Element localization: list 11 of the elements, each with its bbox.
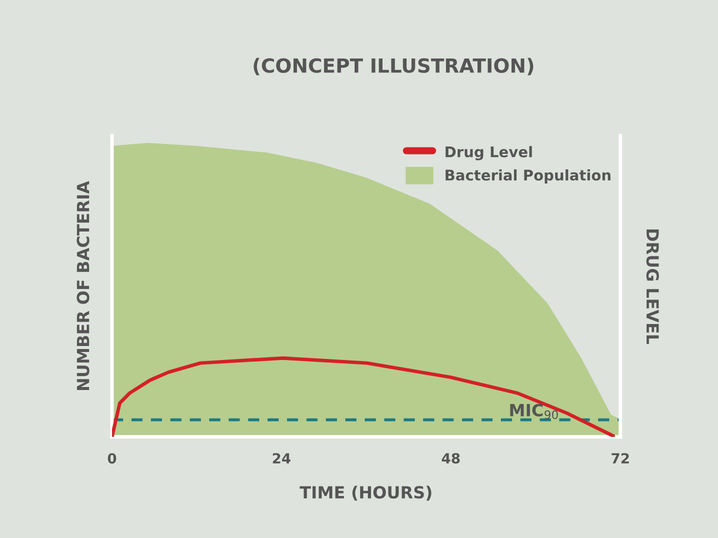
ref-line-label: MIC$_{90}$: [510, 404, 558, 420]
x-tick-label: 48: [442, 453, 460, 464]
legend-label: Drug Level: [446, 146, 532, 160]
legend-label: Bacterial Population: [446, 169, 610, 184]
x-tick-label: 72: [612, 453, 629, 464]
y2-axis-title: DRUG LEVEL: [646, 229, 659, 344]
x-tick-label: 0: [108, 453, 116, 464]
x-tick-label: 24: [272, 453, 290, 464]
x-axis-title: TIME (HOURS): [300, 486, 432, 501]
y-axis-title: NUMBER OF BACTERIA: [76, 180, 90, 390]
chart-title: (CONCEPT ILLUSTRATION): [254, 58, 534, 76]
